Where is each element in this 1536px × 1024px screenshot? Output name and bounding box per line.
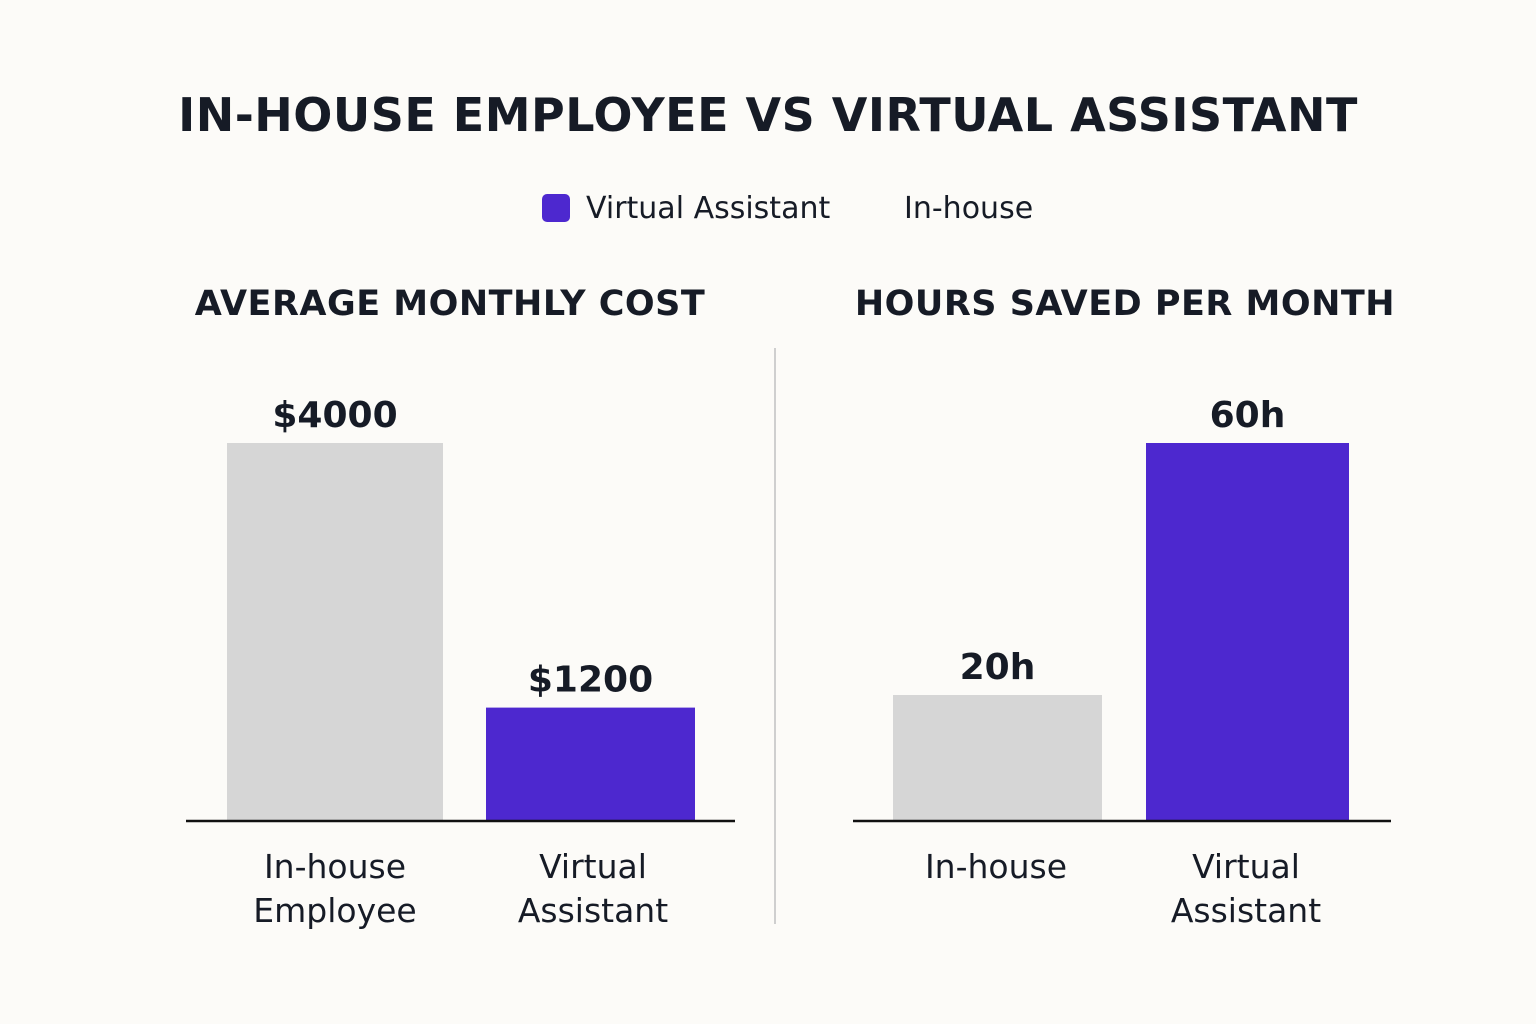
panel-divider	[774, 348, 776, 924]
tick-label-hours-1: In-house	[925, 847, 1067, 886]
chart-cost: $4000 In-house Employee $1200 Virtual Assista…	[186, 395, 735, 930]
data-label-hours-2: 60h	[1210, 395, 1286, 436]
data-label-cost-1: $4000	[272, 395, 397, 436]
tick-label-line: Virtual	[1192, 847, 1300, 886]
tick-label-line: Assistant	[1171, 891, 1321, 930]
tick-label-hours-2: Virtual Assistant	[1171, 847, 1321, 930]
tick-label-line: In-house	[264, 847, 406, 886]
tick-label-line: Employee	[253, 891, 416, 930]
chart-hours: 20h In-house 60h Virtual Assistant	[853, 395, 1391, 930]
page-title: IN-HOUSE EMPLOYEE VS VIRTUAL ASSISTANT	[178, 88, 1358, 142]
legend-label-in-house: In-house	[904, 190, 1034, 226]
tick-label-line: Assistant	[518, 891, 668, 930]
tick-label-cost-2: Virtual Assistant	[518, 847, 668, 930]
bar-hours-2	[1146, 443, 1349, 821]
legend-item-in-house: In-house	[904, 188, 1033, 228]
legend: Virtual Assistant In-house	[0, 188, 1536, 228]
tick-label-line: In-house	[925, 847, 1067, 886]
data-label-hours-1: 20h	[960, 647, 1036, 688]
legend-item-virtual-assistant: Virtual Assistant	[542, 188, 830, 228]
bar-cost-2	[486, 707, 695, 821]
tick-label-cost-1: In-house Employee	[253, 847, 416, 930]
chart-title-hours-saved: HOURS SAVED PER MONTH	[854, 284, 1396, 324]
chart-title-monthly-cost: AVERAGE MONTHLY COST	[194, 284, 706, 324]
tick-label-line: Virtual	[539, 847, 647, 886]
bar-hours-1	[893, 695, 1102, 821]
data-label-cost-2: $1200	[528, 660, 653, 701]
legend-label-virtual-assistant: Virtual Assistant	[586, 190, 831, 226]
legend-swatch-virtual-assistant	[542, 194, 570, 222]
bar-cost-1	[227, 443, 443, 821]
